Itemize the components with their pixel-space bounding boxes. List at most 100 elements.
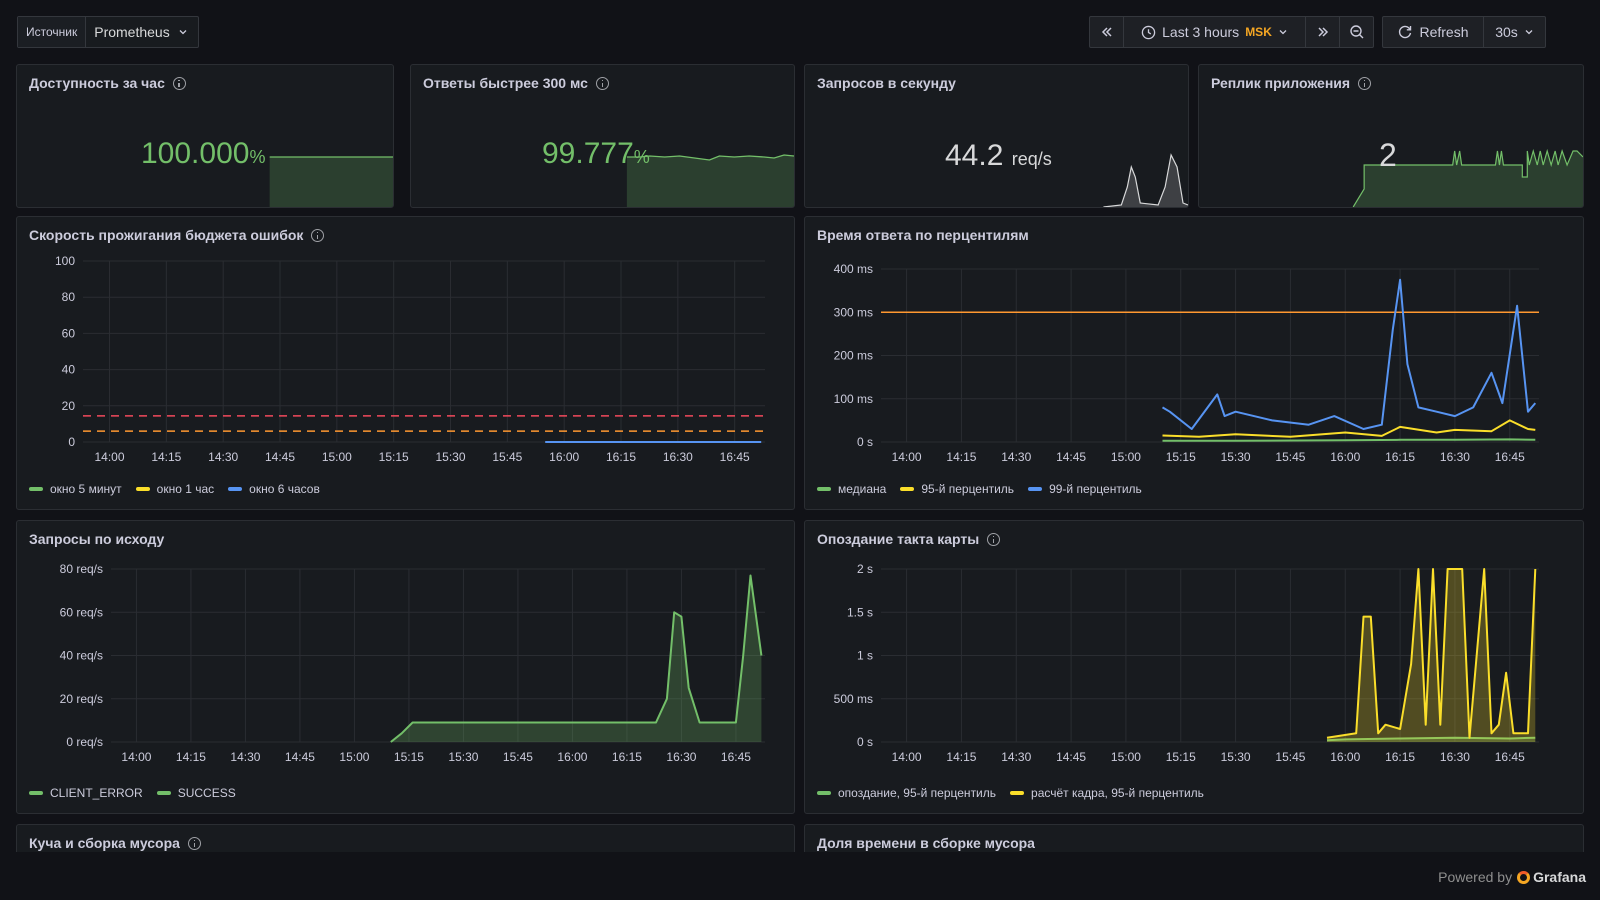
legend-item[interactable]: медиана: [817, 482, 886, 496]
burn-rate-panel[interactable]: Скорость прожигания бюджета ошибок 0 20 40…: [16, 216, 795, 510]
legend-label: окно 6 часов: [249, 482, 320, 496]
legend-item[interactable]: окно 1 час: [135, 482, 214, 496]
x-tick-label: 15:00: [322, 450, 352, 464]
info-icon[interactable]: [187, 836, 201, 850]
legend-swatch: [228, 487, 243, 491]
legend-swatch: [29, 487, 43, 491]
refresh-label: Refresh: [1419, 24, 1469, 40]
x-tick-label: 16:30: [663, 450, 693, 464]
x-tick-label: 15:30: [436, 450, 466, 464]
datasource-select[interactable]: Prometheus: [86, 17, 197, 47]
panel-title-text: Запросов в секунду: [817, 75, 956, 91]
y-tick-label: 40: [62, 363, 76, 377]
x-tick-label: 15:15: [394, 750, 424, 764]
legend-swatch: [817, 791, 831, 795]
x-tick-label: 14:30: [1001, 750, 1031, 764]
time-range-picker[interactable]: Last 3 hours MSK: [1124, 17, 1306, 47]
burn-rate-chart[interactable]: 0 20 40 60 80 100 14:00 14:15 14:30 14:45 15:00 15:…: [17, 217, 795, 510]
refresh-interval-picker[interactable]: 30s: [1484, 17, 1545, 47]
y-tick-label: 20 req/s: [60, 692, 103, 706]
panel-title: Время ответа по перцентилям: [817, 227, 1029, 243]
stat-panel-fast-responses[interactable]: Ответы быстрее 300 мс 99.777%: [410, 64, 795, 208]
legend-item[interactable]: расчёт кадра, 95-й перцентиль: [1010, 786, 1204, 800]
y-tick-label: 20: [62, 399, 76, 413]
series-line: [390, 574, 763, 743]
tick-lag-panel[interactable]: Опоздание такта карты 0 s 500 ms 1 s 1.5 s 2…: [804, 520, 1584, 814]
grafana-logo[interactable]: Grafana: [1517, 869, 1586, 885]
y-tick-label: 400 ms: [834, 262, 873, 276]
legend-label: опоздание, 95-й перцентиль: [838, 786, 997, 800]
info-icon[interactable]: [595, 76, 609, 90]
legend-item[interactable]: 99-й перцентиль: [1028, 482, 1142, 496]
x-tick-label: 16:45: [720, 450, 750, 464]
legend-label: расчёт кадра, 95-й перцентиль: [1031, 786, 1204, 800]
panel-title: Доля времени в сборке мусора: [817, 835, 1035, 851]
x-tick-label: 14:00: [95, 450, 125, 464]
stat-value-number: 99.777: [542, 137, 634, 170]
info-icon[interactable]: [1358, 76, 1372, 90]
x-tick-label: 14:15: [176, 750, 206, 764]
panel-title-text: Куча и сборка мусора: [29, 835, 180, 851]
panel-title: Опоздание такта карты: [817, 531, 1001, 547]
x-tick-label: 16:30: [1440, 450, 1470, 464]
x-tick-label: 14:45: [1056, 450, 1086, 464]
x-tick-label: 16:00: [549, 450, 579, 464]
latency-panel[interactable]: Время ответа по перцентилям 0 s 100 ms 200…: [804, 216, 1584, 510]
time-shift-back-button[interactable]: [1090, 17, 1124, 47]
tick-lag-chart[interactable]: 0 s 500 ms 1 s 1.5 s 2 s 14:00 14:15 14:30 14:45…: [805, 521, 1584, 814]
datasource-variable[interactable]: Источник Prometheus: [17, 16, 199, 48]
requests-by-outcome-panel[interactable]: Запросы по исходу 0 req/s 20 req/s 40 req/…: [16, 520, 795, 814]
legend-item[interactable]: окно 5 минут: [29, 482, 122, 496]
y-tick-label: 300 ms: [834, 305, 873, 319]
legend: медиана 95-й перцентиль 99-й перцентиль: [817, 482, 1142, 496]
series-area: [390, 575, 762, 742]
latency-chart[interactable]: 0 s 100 ms 200 ms 300 ms 400 ms 14:00 14:15 14:…: [805, 217, 1584, 510]
x-tick-label: 14:15: [946, 450, 976, 464]
double-chevron-left-icon: [1101, 27, 1112, 37]
legend-label: окно 5 минут: [50, 482, 122, 496]
info-icon[interactable]: [987, 532, 1001, 546]
panel-title-text: Скорость прожигания бюджета ошибок: [29, 227, 304, 243]
x-tick-label: 14:45: [265, 450, 295, 464]
x-tick-label: 16:00: [1330, 750, 1360, 764]
panel-title-text: Реплик приложения: [1211, 75, 1351, 91]
legend-item[interactable]: CLIENT_ERROR: [29, 786, 143, 800]
x-tick-label: 14:30: [208, 450, 238, 464]
grafana-logo-icon: [1517, 870, 1531, 884]
replicas-sparkline: [1352, 148, 1583, 207]
datasource-select-value: Prometheus: [94, 24, 170, 40]
legend-item[interactable]: опоздание, 95-й перцентиль: [817, 786, 996, 800]
info-icon[interactable]: [172, 76, 186, 90]
viewport-bottom: [0, 852, 1600, 900]
stat-panel-availability[interactable]: Доступность за час 100.000%: [16, 64, 394, 208]
requests-chart[interactable]: 0 req/s 20 req/s 40 req/s 60 req/s 80 req/s 1…: [17, 521, 795, 814]
time-shift-forward-button[interactable]: [1306, 17, 1340, 47]
legend-swatch: [900, 487, 915, 491]
legend-swatch: [156, 791, 171, 795]
x-tick-label: 14:15: [151, 450, 181, 464]
legend-item[interactable]: окно 6 часов: [228, 482, 320, 496]
y-tick-label: 1.5 s: [847, 605, 873, 619]
stat-panel-rps[interactable]: Запросов в секунду 44.2 req/s: [804, 64, 1189, 208]
x-tick-label: 14:00: [121, 750, 151, 764]
stat-panel-replicas[interactable]: Реплик приложения 2: [1198, 64, 1584, 208]
legend-label: 99-й перцентиль: [1049, 482, 1142, 496]
legend-swatch: [817, 487, 831, 491]
panel-title-text: Запросы по исходу: [29, 531, 165, 547]
legend-swatch: [29, 791, 43, 795]
legend-label: CLIENT_ERROR: [50, 786, 143, 800]
panel-title: Куча и сборка мусора: [29, 835, 201, 851]
panel-title-text: Доступность за час: [29, 75, 165, 91]
legend-item[interactable]: SUCCESS: [156, 786, 236, 800]
panel-title: Скорость прожигания бюджета ошибок: [29, 227, 325, 243]
rps-sparkline: [1103, 153, 1188, 207]
zoom-out-button[interactable]: [1340, 17, 1373, 47]
stat-value: 44.2 req/s: [945, 139, 1052, 173]
stat-value: 2: [1379, 137, 1397, 174]
fast-responses-sparkline: [626, 154, 794, 207]
panel-title-text: Время ответа по перцентилям: [817, 227, 1029, 243]
refresh-button[interactable]: Refresh: [1383, 17, 1484, 47]
legend-item[interactable]: 95-й перцентиль: [900, 482, 1014, 496]
x-tick-label: 14:15: [946, 750, 976, 764]
info-icon[interactable]: [311, 228, 325, 242]
